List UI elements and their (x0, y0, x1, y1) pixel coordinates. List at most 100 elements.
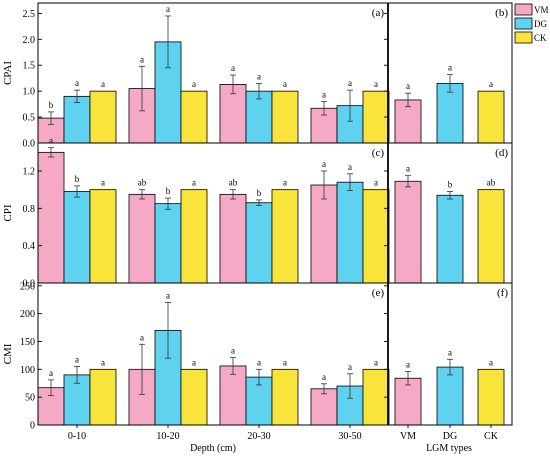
significance-letter: a (489, 357, 493, 367)
x-tick-label: 0-10 (68, 431, 86, 442)
bar-ck (477, 368, 505, 426)
bar-ck (89, 368, 117, 426)
x-tick-label: DG (443, 431, 457, 442)
y-tick-label: 0.4 (23, 241, 36, 252)
x-tick-label: VM (400, 431, 416, 442)
significance-letter: a (231, 63, 235, 73)
significance-letter: a (374, 178, 378, 188)
legend-swatch-ck (514, 31, 533, 44)
significance-letter: a (348, 78, 352, 88)
panel-label: (a) (372, 7, 385, 19)
bar-ck (271, 189, 299, 284)
panel-label: (e) (372, 287, 385, 299)
y-tick-label: 2.0 (23, 35, 36, 46)
significance-letter: a (406, 360, 410, 370)
significance-letter: ab (229, 178, 238, 188)
y-tick-label: 200 (20, 309, 35, 320)
y-tick-label: 1.2 (23, 167, 36, 178)
significance-letter: a (75, 78, 79, 88)
bar-vm (37, 151, 65, 284)
significance-letter: ab (138, 178, 147, 188)
significance-letter: a (322, 159, 326, 169)
y-tick-label: 0.0 (23, 139, 36, 150)
significance-letter: a (140, 54, 144, 64)
bar-vm (219, 193, 247, 284)
significance-letter: a (448, 63, 452, 73)
y-tick-label: 0.0 (23, 279, 36, 290)
legend-label: VM (534, 5, 549, 15)
legend-swatch-vm (514, 3, 533, 16)
bar-dg (336, 181, 364, 284)
significance-letter: a (448, 347, 452, 357)
bar-ck (362, 189, 390, 284)
y-tick-label: 150 (20, 337, 35, 348)
y-tick-label: 1.0 (23, 87, 36, 98)
y-tick-label: 0.8 (23, 204, 36, 215)
significance-letter: a (406, 81, 410, 91)
bar-ck (477, 90, 505, 144)
significance-letter: a (49, 368, 53, 378)
significance-letter: a (283, 357, 287, 367)
significance-letter: a (192, 178, 196, 188)
y-tick-label: 1.5 (23, 61, 36, 72)
x-axis-label: Depth (cm) (190, 443, 236, 454)
significance-letter: a (231, 346, 235, 356)
significance-letter: a (166, 4, 170, 14)
significance-letter: a (166, 290, 170, 300)
bar-dg (63, 191, 91, 284)
significance-letter: a (348, 162, 352, 172)
significance-letter: ab (487, 178, 496, 188)
significance-letter: a (101, 79, 105, 89)
bar-ck (271, 368, 299, 426)
bar-ck (271, 90, 299, 144)
panel-label: (d) (495, 147, 508, 159)
significance-letter: a (101, 178, 105, 188)
plot-frame (37, 2, 513, 426)
panel-label: (c) (372, 147, 385, 159)
bar-ck (180, 189, 208, 284)
bar-dg (154, 203, 182, 284)
significance-letter: a (257, 357, 261, 367)
significance-letter: a (489, 79, 493, 89)
bar-dg (436, 194, 464, 284)
significance-letter: b (166, 186, 171, 196)
y-tick-label: 100 (20, 365, 35, 376)
bar-vm (394, 180, 422, 284)
significance-letter: a (374, 357, 378, 367)
x-tick-label: 10-20 (156, 431, 179, 442)
significance-letter: a (49, 136, 53, 146)
significance-letter: a (322, 90, 326, 100)
significance-letter: b (448, 180, 453, 190)
significance-letter: a (192, 79, 196, 89)
significance-letter: a (192, 357, 196, 367)
y-tick-label: 50 (25, 393, 35, 404)
bar-dg (436, 366, 464, 426)
significance-letter: a (348, 362, 352, 372)
significance-letter: b (75, 174, 80, 184)
y-axis-label: CMI (2, 343, 14, 364)
x-tick-label: 20-30 (247, 431, 270, 442)
bar-vm (310, 184, 338, 284)
y-tick-label: 2.5 (23, 9, 36, 20)
y-tick-label: 0 (30, 421, 35, 432)
x-tick-label: 30-50 (338, 431, 361, 442)
legend-label: CK (534, 33, 547, 43)
bar-vm (219, 365, 247, 426)
significance-letter: b (49, 100, 54, 110)
x-axis-label: LGM types (426, 443, 472, 454)
x-tick-label: CK (484, 431, 499, 442)
significance-letter: a (257, 71, 261, 81)
panel-label: (f) (497, 287, 508, 299)
significance-letter: b (257, 188, 262, 198)
legend-label: DG (534, 19, 547, 29)
y-axis-label: CPI (2, 204, 14, 221)
bar-vm (128, 193, 156, 284)
panel-label: (b) (495, 7, 508, 19)
significance-letter: a (283, 178, 287, 188)
significance-letter: a (283, 79, 287, 89)
y-tick-label: 250 (20, 281, 35, 292)
bar-vm (310, 388, 338, 426)
bar-ck (477, 189, 505, 284)
